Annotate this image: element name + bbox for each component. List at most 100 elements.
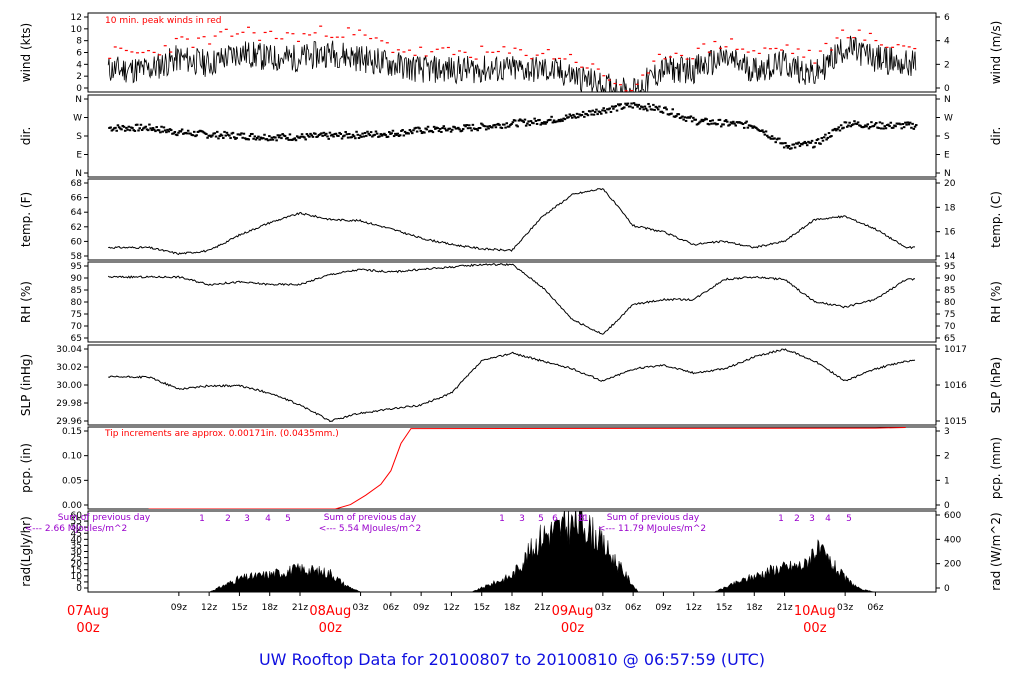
y-tick-label-right: 18 bbox=[944, 203, 956, 213]
dir-point bbox=[316, 135, 320, 138]
dir-point bbox=[601, 109, 604, 112]
peak-wind-mark bbox=[224, 28, 228, 30]
y-tick-label-right: 2 bbox=[944, 452, 950, 462]
dir-point bbox=[139, 123, 143, 126]
dir-point bbox=[853, 120, 856, 123]
temp-frame bbox=[87, 178, 937, 261]
y-tick-label: 6 bbox=[76, 49, 82, 59]
sun-hour-label: 1 bbox=[778, 514, 784, 524]
dir-point bbox=[643, 105, 647, 108]
dir-point bbox=[819, 142, 822, 145]
y-tick-label-right: N bbox=[944, 169, 951, 179]
dir-point bbox=[463, 124, 466, 127]
dir-point bbox=[618, 104, 621, 107]
peak-wind-mark bbox=[657, 53, 661, 55]
y-tick-label-right: 0 bbox=[944, 501, 950, 511]
dir-point bbox=[303, 136, 306, 139]
dir-point bbox=[176, 134, 179, 137]
dir-point bbox=[361, 132, 364, 135]
y-tick-label: 66 bbox=[71, 194, 83, 204]
peak-wind-mark bbox=[785, 44, 789, 46]
peak-wind-mark bbox=[358, 29, 362, 31]
dir-point bbox=[761, 129, 764, 132]
dir-point bbox=[710, 122, 713, 125]
dir-point bbox=[298, 136, 301, 139]
dir-point bbox=[483, 125, 487, 128]
dir-point bbox=[862, 125, 866, 128]
dir-point bbox=[160, 125, 163, 128]
dir-point bbox=[253, 135, 257, 138]
dir-point bbox=[133, 129, 137, 132]
rad-panel: 0510152025303540455055600200400600rad(Lg… bbox=[19, 510, 1003, 594]
x-tick-label: 03z bbox=[595, 603, 611, 613]
day-label-time: 00z bbox=[561, 621, 585, 636]
temp-panel: 58 60 62 64 66 68 14 16 18 20 temp. (F) temp. (C) bbox=[19, 178, 1003, 262]
dir-point bbox=[339, 132, 343, 135]
dir-point bbox=[217, 137, 220, 140]
dir-point bbox=[109, 126, 112, 129]
dir-point bbox=[161, 130, 164, 133]
dir-point bbox=[529, 120, 533, 123]
dir-point bbox=[441, 126, 444, 129]
x-tick-label: 15z bbox=[474, 603, 490, 613]
temp-line bbox=[108, 188, 916, 256]
x-tick-label: 15z bbox=[716, 603, 732, 613]
dir-point bbox=[116, 124, 120, 127]
dir-point bbox=[338, 131, 341, 134]
peak-wind-mark bbox=[335, 36, 339, 38]
peak-wind-mark bbox=[269, 30, 273, 32]
peak-wind-mark bbox=[902, 45, 906, 47]
dir-point bbox=[362, 135, 366, 138]
dir-point bbox=[409, 130, 413, 133]
dir-point bbox=[503, 123, 506, 126]
dir-point bbox=[334, 132, 338, 135]
dir-point bbox=[700, 118, 704, 121]
daily-sum-label: Sum of previous day bbox=[58, 513, 151, 523]
dir-point bbox=[585, 113, 588, 116]
peak-wind-mark bbox=[663, 58, 667, 60]
y-tick-label: 50 bbox=[71, 523, 83, 533]
dir-point bbox=[692, 116, 695, 119]
dir-point bbox=[682, 118, 685, 121]
sun-hour-label: 2 bbox=[225, 514, 231, 524]
dir-point bbox=[255, 136, 259, 139]
day-label-time: 00z bbox=[76, 621, 100, 636]
dir-point bbox=[792, 143, 796, 146]
dir-point bbox=[222, 137, 225, 140]
peak-wind-mark bbox=[813, 62, 817, 64]
peak-wind-mark bbox=[313, 32, 317, 34]
dir-point bbox=[881, 122, 884, 125]
y-tick-label-right: 3 bbox=[944, 427, 950, 437]
dir-point bbox=[351, 133, 355, 136]
dir-point bbox=[675, 114, 678, 117]
dir-point bbox=[551, 121, 555, 124]
dir-point bbox=[564, 114, 568, 117]
dir-point bbox=[539, 123, 542, 126]
dir-point bbox=[383, 132, 386, 135]
dir-point bbox=[345, 133, 349, 136]
dir-point bbox=[514, 119, 517, 122]
dir-point bbox=[486, 125, 489, 128]
dir-point bbox=[488, 125, 492, 128]
dir-point bbox=[751, 126, 754, 129]
dir-point bbox=[524, 124, 528, 127]
dir-point bbox=[631, 106, 635, 109]
slp-plot bbox=[108, 348, 916, 423]
dir-point bbox=[690, 120, 694, 123]
x-tick-label: 03z bbox=[837, 603, 853, 613]
y-axis-label-right: rad (W/m^2) bbox=[989, 512, 1003, 590]
dir-point bbox=[464, 125, 467, 128]
sun-hour-label: 11 bbox=[577, 514, 588, 524]
dir-point bbox=[797, 141, 800, 144]
dir-point bbox=[573, 115, 576, 118]
dir-point bbox=[647, 102, 650, 105]
dir-point bbox=[805, 144, 809, 147]
dir-point bbox=[327, 137, 330, 140]
dir-point bbox=[475, 127, 478, 130]
dir-point bbox=[240, 132, 243, 135]
peak-wind-mark bbox=[680, 54, 684, 57]
y-tick-label: 40 bbox=[71, 535, 83, 545]
dir-point bbox=[526, 122, 529, 125]
